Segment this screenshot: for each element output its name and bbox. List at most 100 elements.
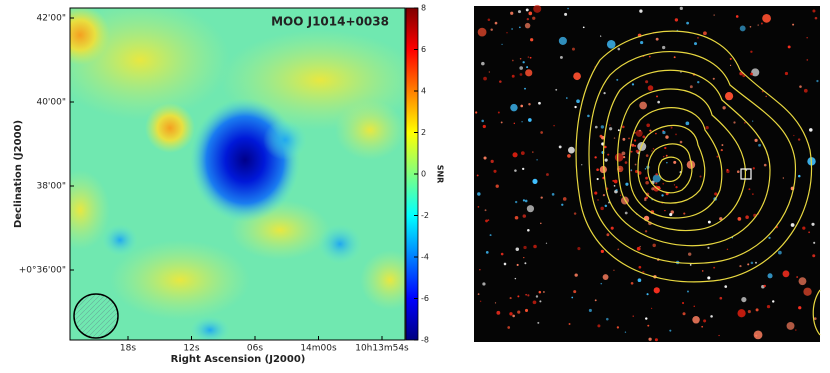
star [673, 184, 676, 186]
star [599, 134, 603, 138]
star [644, 230, 648, 233]
colorbar-tick-label: 0 [421, 170, 426, 179]
star [651, 150, 653, 152]
star [675, 186, 678, 189]
star [609, 124, 611, 126]
star [600, 206, 604, 211]
star [490, 28, 493, 31]
star [512, 314, 515, 318]
star [647, 85, 654, 91]
x-tick-label: 10h13m54s [355, 344, 409, 354]
star [600, 249, 604, 253]
star [750, 261, 754, 265]
star [521, 121, 523, 123]
star [576, 99, 580, 104]
star [528, 11, 533, 16]
star [655, 37, 659, 41]
star [527, 228, 530, 232]
star [571, 296, 574, 299]
y-tick-label: 40'00" [36, 98, 66, 108]
star [679, 140, 683, 144]
star [635, 129, 643, 137]
star [662, 45, 666, 50]
star [692, 316, 700, 324]
star [624, 331, 627, 333]
star [604, 204, 608, 208]
star [520, 104, 524, 108]
star [487, 18, 491, 22]
star [699, 175, 702, 178]
star [637, 171, 642, 175]
star [527, 294, 530, 297]
star [814, 16, 818, 20]
x-tick-label: 14m00s [300, 344, 337, 354]
star [567, 7, 569, 10]
x-tick-label: 06s [247, 344, 263, 354]
star [514, 169, 517, 172]
x-axis-label: Right Ascension (J2000) [171, 354, 306, 365]
star [735, 15, 739, 18]
star [594, 125, 598, 129]
star [665, 154, 668, 157]
star [645, 176, 648, 180]
star [615, 188, 618, 192]
star [763, 163, 767, 167]
star [634, 163, 637, 166]
star [669, 212, 673, 217]
star [665, 135, 669, 139]
colorbar-tick-label: 2 [421, 128, 426, 137]
star [707, 246, 710, 249]
y-axis-label: Declination (J2000) [13, 120, 24, 228]
star [600, 35, 602, 37]
star [494, 21, 498, 25]
star [632, 315, 634, 317]
star [765, 95, 767, 98]
star [673, 56, 676, 59]
star [747, 263, 750, 266]
star [652, 174, 661, 183]
star [517, 310, 521, 314]
star [664, 209, 666, 212]
star [697, 36, 699, 39]
star [645, 317, 648, 320]
star [619, 194, 622, 197]
star [710, 315, 713, 318]
star [718, 334, 720, 337]
star [479, 300, 482, 302]
star [768, 236, 771, 240]
star [512, 152, 518, 158]
star [542, 291, 545, 293]
star [722, 106, 726, 110]
star [503, 262, 507, 266]
colorbar-tick-label: 8 [421, 4, 426, 13]
star [693, 305, 696, 308]
star [511, 28, 514, 30]
star [564, 12, 568, 16]
star [497, 111, 500, 114]
star [719, 296, 723, 300]
star [803, 287, 812, 296]
star [650, 307, 653, 310]
star [782, 177, 785, 179]
star [532, 16, 536, 20]
star [736, 170, 740, 174]
colorbar-tick-label: 6 [421, 45, 426, 54]
star [537, 321, 540, 324]
star [487, 219, 490, 222]
star [525, 69, 533, 77]
star [745, 215, 749, 219]
star [670, 126, 673, 129]
star [636, 246, 641, 251]
star [778, 250, 782, 255]
star [528, 103, 531, 106]
star [607, 153, 610, 156]
y-tick-label: +0°36'00" [19, 266, 66, 276]
star [808, 231, 811, 234]
star [652, 148, 655, 150]
star [619, 168, 621, 170]
star [701, 325, 704, 328]
star [500, 121, 503, 124]
star [806, 37, 808, 39]
star [744, 122, 746, 124]
star [754, 138, 758, 142]
